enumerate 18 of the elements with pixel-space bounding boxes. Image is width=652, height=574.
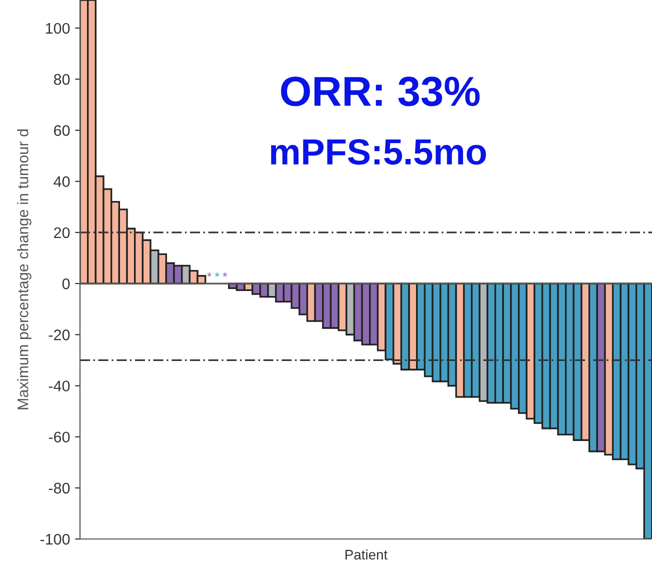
y-tick-label: 80 [54,74,70,85]
y-tick-label: 20 [54,227,70,238]
y-tick-label: 60 [54,125,70,136]
text: * [222,272,228,277]
y-axis-title: Maximum percentage change in tumour d [17,130,32,410]
annotation: mPFS:5.5mo [271,139,486,165]
text: * [214,272,220,277]
y-tick-label: -40 [48,380,70,392]
y-tick-label: -80 [48,482,70,494]
y-tick-label: -60 [48,432,70,443]
y-tick-label: 100 [46,22,70,34]
text: * [207,272,212,277]
annotation: ORR: 33% [280,76,480,106]
x-axis-title: Patient [346,549,388,560]
y-tick-label: 0 [62,278,70,290]
y-tick-label: 40 [54,176,70,188]
y-tick-label: -100 [40,534,70,545]
y-tick-label: -20 [48,330,70,340]
